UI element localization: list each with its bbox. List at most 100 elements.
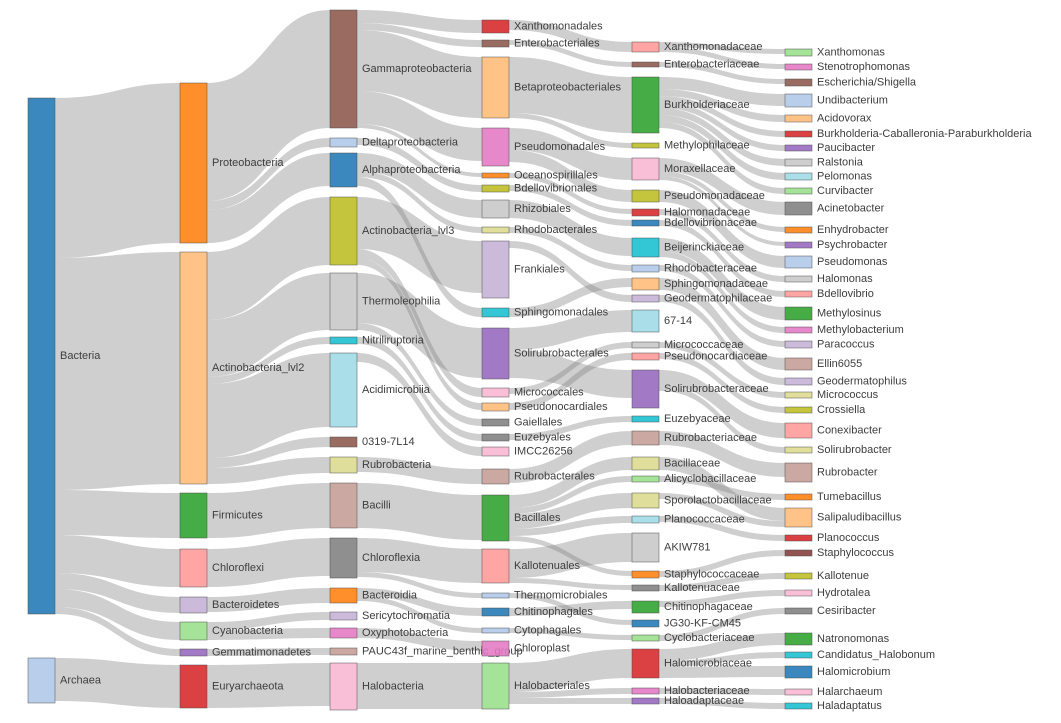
node-bacteroidia[interactable] xyxy=(329,587,358,604)
node-xanthomonas[interactable] xyxy=(784,48,813,57)
node-solirubrobacterales[interactable] xyxy=(481,327,510,380)
node-xanthomonadales[interactable] xyxy=(481,19,510,34)
node-pseudonocardiaceae[interactable] xyxy=(631,352,660,361)
node-sericytochromatia[interactable] xyxy=(329,611,358,621)
node-haloadaptaceae[interactable] xyxy=(631,697,660,705)
node-haladaptatus[interactable] xyxy=(784,702,813,710)
node-pseudomonadaceae[interactable] xyxy=(631,189,660,203)
node-gammaproteobacteria[interactable] xyxy=(329,9,358,129)
node-ellin6055[interactable] xyxy=(784,357,813,371)
node-oceanospirillales[interactable] xyxy=(481,172,510,179)
node-sphingomonadales[interactable] xyxy=(481,307,510,318)
node-cyanobacteria[interactable] xyxy=(179,621,208,641)
node-micrococcus[interactable] xyxy=(784,391,813,399)
node-thermomicrobiales[interactable] xyxy=(481,592,510,599)
node-archaea[interactable] xyxy=(27,657,56,704)
node-euzebyales[interactable] xyxy=(481,433,510,442)
node-halomonas[interactable] xyxy=(784,275,813,283)
node-bacillales[interactable] xyxy=(481,494,510,542)
node-oxyphotobacteria[interactable] xyxy=(329,627,358,639)
node-chloroflexi[interactable] xyxy=(179,548,208,588)
node-bdellovibrio[interactable] xyxy=(784,290,813,298)
node-candidatus-halobonum[interactable] xyxy=(784,651,813,659)
node-xanthomonadaceae[interactable] xyxy=(631,41,660,53)
node-rhodobacteraceae[interactable] xyxy=(631,264,660,273)
node-deltaproteobacteria[interactable] xyxy=(329,137,358,148)
node-pseudomonas[interactable] xyxy=(784,255,813,269)
node-halomonadaceae[interactable] xyxy=(631,208,660,217)
node-alphaproteobacteria[interactable] xyxy=(329,152,358,188)
node-betaproteobacteriales[interactable] xyxy=(481,56,510,119)
node-bacteria[interactable] xyxy=(27,97,56,615)
node-curvibacter[interactable] xyxy=(784,187,813,195)
node-halomicrobium[interactable] xyxy=(784,665,813,679)
node-halarchaeum[interactable] xyxy=(784,688,813,696)
node-paracoccus[interactable] xyxy=(784,340,813,349)
node-alicyclobacillaceae[interactable] xyxy=(631,475,660,483)
node-rhodobacterales[interactable] xyxy=(481,226,510,234)
node-burkholderia-caballeronia-paraburkholderia[interactable] xyxy=(784,130,813,138)
node-bacilli[interactable] xyxy=(329,482,358,529)
node-actinobacteria-lvl2[interactable] xyxy=(179,251,208,485)
node-kallotenuaceae[interactable] xyxy=(631,584,660,592)
node-geodermatophilaceae[interactable] xyxy=(631,294,660,303)
node-methylophilaceae[interactable] xyxy=(631,142,660,149)
node-beijerinckiaceae[interactable] xyxy=(631,237,660,258)
node-cytophagales[interactable] xyxy=(481,627,510,634)
node-planococcus[interactable] xyxy=(784,534,813,542)
node-cesiribacter[interactable] xyxy=(784,607,813,615)
node-conexibacter[interactable] xyxy=(784,422,813,439)
node-akiw781[interactable] xyxy=(631,532,660,563)
node-bacteroidetes[interactable] xyxy=(179,596,208,614)
node-67-14[interactable] xyxy=(631,309,660,333)
node-micrococcaceae[interactable] xyxy=(631,341,660,349)
node-tumebacillus[interactable] xyxy=(784,493,813,501)
node-pauc43f-marine-benthic-group[interactable] xyxy=(329,647,358,656)
node-acidovorax[interactable] xyxy=(784,114,813,123)
node-gaiellales[interactable] xyxy=(481,418,510,427)
node-chitinophagales[interactable] xyxy=(481,607,510,617)
node-staphylococcaceae[interactable] xyxy=(631,570,660,579)
node-pseudonocardiales[interactable] xyxy=(481,402,510,412)
node-burkholderiaceae[interactable] xyxy=(631,76,660,134)
node-rubrobacterales[interactable] xyxy=(481,468,510,485)
node-pseudomonadales[interactable] xyxy=(481,127,510,167)
node-proteobacteria[interactable] xyxy=(179,82,208,244)
node-solirubrobacteraceae[interactable] xyxy=(631,369,660,409)
node-enhydrobacter[interactable] xyxy=(784,226,813,234)
node-staphylococcus[interactable] xyxy=(784,549,813,557)
node-nitriliruptoria[interactable] xyxy=(329,336,358,345)
node-bdellovibrionales[interactable] xyxy=(481,184,510,193)
node-pelomonas[interactable] xyxy=(784,172,813,181)
node-ralstonia[interactable] xyxy=(784,158,813,167)
node-enterobacteriales[interactable] xyxy=(481,39,510,48)
node-salipaludibacillus[interactable] xyxy=(784,507,813,528)
node-gemmatimonadetes[interactable] xyxy=(179,648,208,657)
node-jg30-kf-cm45[interactable] xyxy=(631,619,660,628)
node-solirubrobacter[interactable] xyxy=(784,446,813,454)
node-chitinophagaceae[interactable] xyxy=(631,600,660,614)
node-moraxellaceae[interactable] xyxy=(631,157,660,181)
node-psychrobacter[interactable] xyxy=(784,241,813,249)
node-imcc26256[interactable] xyxy=(481,446,510,457)
node-bdellovibrionaceae[interactable] xyxy=(631,219,660,227)
node-hydrotalea[interactable] xyxy=(784,589,813,597)
node-halobacteriaceae[interactable] xyxy=(631,687,660,695)
node-euryarchaeota[interactable] xyxy=(179,664,208,709)
node-crossiella[interactable] xyxy=(784,406,813,414)
node-rubrobacteria[interactable] xyxy=(329,456,358,474)
node-methylobacterium[interactable] xyxy=(784,326,813,334)
node-actinobacteria-lvl3[interactable] xyxy=(329,196,358,266)
node-sphingomonadaceae[interactable] xyxy=(631,277,660,291)
node-acidimicrobiia[interactable] xyxy=(329,352,358,428)
node-stenotrophomonas[interactable] xyxy=(784,63,813,71)
node-planococcaceae[interactable] xyxy=(631,515,660,524)
node-kallotenue[interactable] xyxy=(784,572,813,580)
node-micrococcales[interactable] xyxy=(481,387,510,398)
node-halomicrobiaceae[interactable] xyxy=(631,648,660,679)
node-natronomonas[interactable] xyxy=(784,632,813,646)
node-euzebyaceae[interactable] xyxy=(631,415,660,423)
node-halobacteria[interactable] xyxy=(329,662,358,711)
node-methylosinus[interactable] xyxy=(784,306,813,321)
node-0319-7l14[interactable] xyxy=(329,436,358,448)
